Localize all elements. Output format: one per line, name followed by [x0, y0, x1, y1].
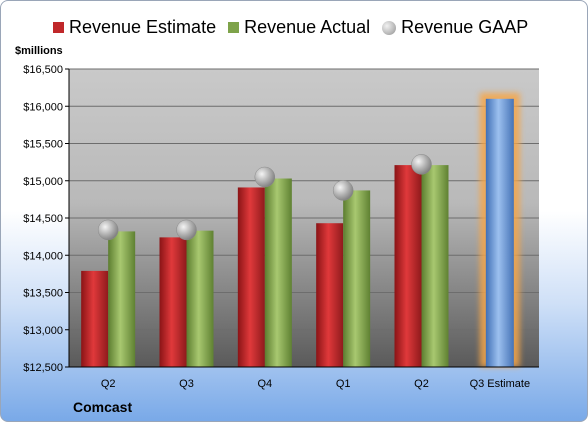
- x-tick-label: Q4: [257, 378, 272, 390]
- y-unit-label: $millions: [15, 45, 63, 57]
- marker-revenue-gaap: [176, 219, 197, 241]
- bar-q3-estimate: [485, 98, 514, 368]
- bar-revenue-actual: [264, 178, 292, 367]
- markers-layer: [97, 154, 432, 241]
- legend-label-actual: Revenue Actual: [244, 17, 371, 37]
- marker-revenue-gaap: [332, 180, 354, 201]
- y-tick-label: $16,500: [23, 64, 63, 76]
- bar-revenue-actual: [108, 231, 136, 367]
- y-tick-label: $15,000: [23, 176, 63, 188]
- company-name: Comcast: [73, 399, 133, 415]
- bar-revenue-actual: [421, 165, 449, 367]
- marker-revenue-gaap: [97, 219, 119, 241]
- legend: Revenue Estimate Revenue Actual Revenue …: [53, 17, 540, 38]
- bar-revenue-estimate: [394, 165, 422, 367]
- y-tick-label: $16,000: [23, 101, 63, 113]
- y-tick-label: $13,000: [23, 325, 63, 337]
- bar-revenue-estimate: [81, 270, 109, 367]
- legend-swatch-actual: [228, 22, 240, 33]
- marker-revenue-gaap: [411, 154, 432, 175]
- y-tick-label: $13,500: [23, 288, 63, 300]
- legend-item-estimate: Revenue Estimate: [53, 17, 216, 38]
- x-tick-label: Q2: [101, 378, 116, 390]
- marker-revenue-gaap: [254, 166, 276, 188]
- x-tick-label: Q3: [179, 378, 194, 390]
- x-tick-label: Q3 Estimate: [470, 378, 531, 390]
- bar-revenue-actual: [343, 190, 371, 367]
- x-tick-label: Q1: [336, 378, 351, 390]
- bar-revenue-estimate: [237, 187, 265, 367]
- legend-swatch-gaap: [382, 20, 397, 35]
- bar-revenue-actual: [186, 230, 214, 367]
- x-axis: Q2 Q3 Q4 Q1 Q2 Q3 Estimate: [69, 366, 539, 390]
- y-tick-label: $14,500: [23, 213, 63, 225]
- x-tick-label: Q2: [414, 378, 429, 390]
- y-tick-label: $14,000: [23, 250, 63, 262]
- y-tick-label: $15,500: [23, 139, 63, 151]
- legend-item-actual: Revenue Actual: [228, 17, 370, 38]
- bar-revenue-estimate: [316, 223, 344, 367]
- legend-item-gaap: Revenue GAAP: [382, 17, 528, 38]
- legend-label-estimate: Revenue Estimate: [69, 17, 217, 37]
- y-axis: $12,500 $13,000 $13,500 $14,000 $14,500 $15,0…: [23, 64, 70, 374]
- bars-layer: [81, 98, 514, 368]
- legend-swatch-estimate: [53, 22, 64, 33]
- bar-revenue-estimate: [159, 237, 187, 367]
- legend-label-gaap: Revenue GAAP: [401, 17, 529, 37]
- y-tick-label: $12,500: [23, 362, 63, 374]
